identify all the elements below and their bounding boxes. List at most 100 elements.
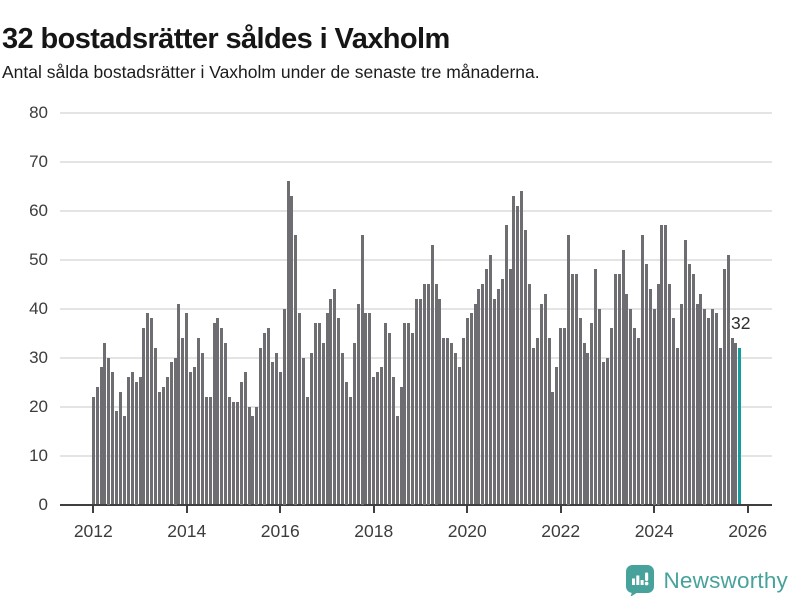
bar-month-value — [290, 195, 294, 505]
bar-month-value — [134, 382, 138, 505]
bar-month-value — [411, 333, 415, 505]
bar-month-value — [111, 372, 115, 505]
bar-month-value — [687, 264, 691, 505]
bar-month-value — [232, 401, 236, 505]
bar-month-value — [204, 396, 208, 505]
bar-month-value — [228, 396, 232, 505]
bar-month-value — [609, 328, 613, 505]
bar-month-value — [158, 391, 161, 505]
bar-month-value — [259, 347, 263, 505]
bar-month-value — [656, 284, 660, 505]
x-axis-tick-label: 2018 — [354, 521, 394, 541]
bar-month-value — [278, 372, 282, 505]
bar-month-value — [617, 274, 621, 505]
bar-month-value — [333, 288, 337, 505]
bar-month-value — [578, 318, 582, 505]
bar-month-value — [450, 342, 454, 505]
bar-month-value — [711, 308, 715, 505]
bar-month-value — [707, 318, 711, 505]
bar-month-value — [380, 367, 384, 505]
bar-month-value — [695, 303, 699, 505]
bar-month-value — [212, 323, 216, 505]
bar-month-value — [551, 391, 555, 505]
bar-month-value — [146, 313, 150, 505]
bar-month-value — [189, 372, 193, 505]
y-axis-tick-label: 70 — [29, 151, 48, 171]
bar-month-value — [422, 284, 426, 505]
bar-month-value — [640, 235, 644, 505]
bar-month-value — [715, 313, 718, 505]
bar-month-value — [465, 318, 469, 505]
bar-month-value — [652, 308, 656, 505]
bar-month-value — [726, 254, 730, 505]
chart-subtitle: Antal sålda bostadsrätter i Vaxholm unde… — [2, 62, 540, 82]
bar-month-value — [99, 367, 103, 505]
x-axis-tick — [653, 504, 656, 513]
y-axis-tick-label: 20 — [29, 396, 48, 416]
x-axis-tick — [279, 504, 282, 513]
bar-month-value — [208, 396, 212, 505]
gridline — [60, 209, 772, 212]
bar-month-value — [251, 416, 255, 505]
bar-month-value — [438, 298, 442, 505]
bar-month-value — [368, 313, 372, 505]
bar-month-value — [270, 362, 274, 505]
bar-month-value — [555, 367, 559, 505]
bar-month-value — [364, 313, 368, 505]
bar-month-value — [676, 347, 680, 505]
y-axis-tick-label: 80 — [29, 102, 48, 122]
bar-month-value — [395, 416, 399, 505]
bar-month-value — [563, 328, 567, 505]
bar-month-value — [454, 352, 458, 505]
bar-month-value — [309, 352, 313, 505]
bar-month-value — [594, 269, 598, 505]
x-axis-tick-label: 2022 — [541, 521, 581, 541]
bar-month-value — [313, 323, 317, 505]
bar-month-value — [387, 333, 391, 505]
bar-latest-highlight — [738, 347, 742, 505]
bar-month-value — [352, 342, 356, 505]
bar-month-value — [130, 372, 134, 505]
gridline — [60, 111, 772, 114]
x-axis-tick-label: 2026 — [728, 521, 768, 541]
bar-month-value — [306, 396, 310, 505]
gridline — [60, 258, 772, 261]
bar-month-value — [734, 342, 738, 505]
bar-month-value — [683, 239, 687, 505]
x-axis-tick — [372, 504, 375, 513]
bar-month-value — [235, 401, 239, 505]
bar-month-value — [224, 342, 228, 505]
bar-month-value — [122, 416, 126, 505]
bar-month-value — [348, 396, 352, 505]
bar-month-value — [415, 298, 419, 505]
bar-month-value — [489, 254, 493, 505]
bar-month-value — [722, 269, 726, 505]
bar-month-value — [126, 377, 130, 505]
bar-month-value — [376, 372, 380, 505]
bar-month-value — [173, 357, 177, 505]
bar-month-value — [115, 411, 119, 505]
bar-month-value — [500, 279, 504, 505]
bar-month-value — [644, 264, 648, 505]
bar-month-value — [691, 274, 695, 505]
bar-month-value — [298, 313, 302, 505]
bar-month-value — [341, 352, 345, 505]
bar-month-value — [461, 337, 465, 505]
bar-month-value — [473, 303, 477, 505]
bar-month-value — [407, 323, 411, 505]
bar-month-value — [103, 342, 107, 505]
bar-month-value — [496, 288, 500, 505]
bar-month-value — [598, 308, 602, 505]
x-axis-tick-label: 2024 — [634, 521, 674, 541]
bar-month-value — [570, 274, 574, 505]
bar-month-value — [165, 377, 169, 505]
y-axis-tick-label: 0 — [38, 494, 48, 514]
bar-month-value — [442, 337, 446, 505]
bar-month-value — [154, 347, 158, 505]
bar-month-value — [613, 274, 617, 505]
bar-month-value — [150, 318, 154, 505]
bar-month-value — [391, 377, 395, 505]
bar-month-value — [481, 284, 485, 505]
bar-month-value — [247, 406, 251, 505]
